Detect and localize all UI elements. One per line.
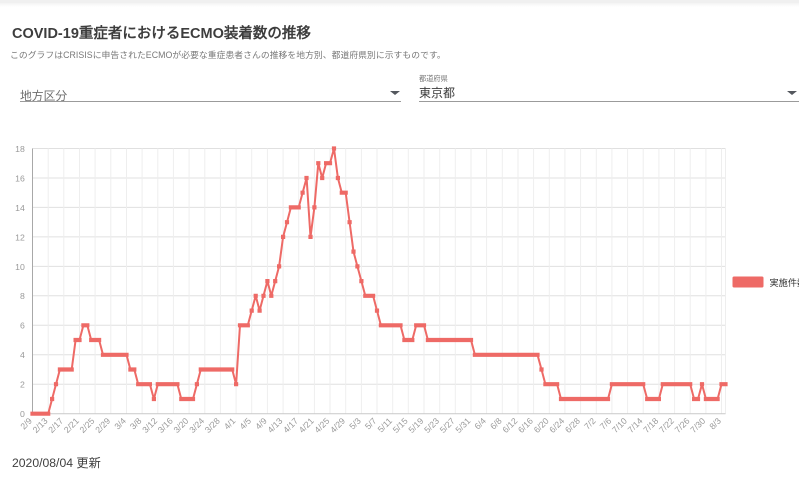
svg-text:3/28: 3/28 xyxy=(203,416,222,435)
svg-text:10: 10 xyxy=(15,262,25,272)
svg-text:7/30: 7/30 xyxy=(688,416,707,435)
svg-text:6/28: 6/28 xyxy=(563,416,582,435)
svg-text:3/4: 3/4 xyxy=(112,416,128,432)
svg-text:2/13: 2/13 xyxy=(31,416,50,435)
svg-text:7/10: 7/10 xyxy=(610,416,629,435)
svg-text:5/11: 5/11 xyxy=(376,416,395,435)
svg-text:4/13: 4/13 xyxy=(265,416,284,435)
svg-text:5/27: 5/27 xyxy=(438,416,457,435)
svg-text:2/25: 2/25 xyxy=(77,416,96,435)
svg-text:7/22: 7/22 xyxy=(657,416,676,435)
svg-text:5/23: 5/23 xyxy=(422,416,441,435)
svg-text:4/17: 4/17 xyxy=(281,416,300,435)
svg-text:7/2: 7/2 xyxy=(582,416,598,432)
svg-text:16: 16 xyxy=(15,173,25,183)
svg-text:6/20: 6/20 xyxy=(532,416,551,435)
svg-text:5/31: 5/31 xyxy=(453,416,472,435)
svg-text:7/14: 7/14 xyxy=(626,416,645,435)
svg-text:2: 2 xyxy=(20,380,25,390)
svg-text:2/21: 2/21 xyxy=(62,416,81,435)
svg-text:7/18: 7/18 xyxy=(641,416,660,435)
svg-text:4/5: 4/5 xyxy=(238,416,254,432)
svg-text:8/3: 8/3 xyxy=(707,416,723,432)
svg-text:0: 0 xyxy=(20,409,25,419)
svg-text:14: 14 xyxy=(15,203,25,213)
svg-text:5/15: 5/15 xyxy=(391,416,410,435)
svg-text:3/12: 3/12 xyxy=(140,416,159,435)
svg-text:4/25: 4/25 xyxy=(312,416,331,435)
svg-text:4/1: 4/1 xyxy=(222,416,238,432)
svg-text:6/12: 6/12 xyxy=(500,416,519,435)
svg-text:2/29: 2/29 xyxy=(93,416,112,435)
svg-text:4/29: 4/29 xyxy=(328,416,347,435)
svg-text:8: 8 xyxy=(20,291,25,301)
svg-text:6/4: 6/4 xyxy=(472,416,488,432)
svg-text:5/19: 5/19 xyxy=(406,416,425,435)
svg-text:7/26: 7/26 xyxy=(673,416,692,435)
svg-text:実施件数: 実施件数 xyxy=(770,277,799,288)
svg-text:3/16: 3/16 xyxy=(156,416,175,435)
svg-text:5/3: 5/3 xyxy=(347,416,363,432)
svg-text:18: 18 xyxy=(15,144,25,154)
svg-text:12: 12 xyxy=(15,232,25,242)
svg-text:3/24: 3/24 xyxy=(187,416,206,435)
svg-text:3/20: 3/20 xyxy=(171,416,190,435)
svg-text:6: 6 xyxy=(20,321,25,331)
svg-text:6/24: 6/24 xyxy=(547,416,566,435)
svg-text:4: 4 xyxy=(20,350,25,360)
svg-text:6/16: 6/16 xyxy=(516,416,535,435)
svg-text:2/17: 2/17 xyxy=(46,416,65,435)
svg-text:4/21: 4/21 xyxy=(297,416,316,435)
